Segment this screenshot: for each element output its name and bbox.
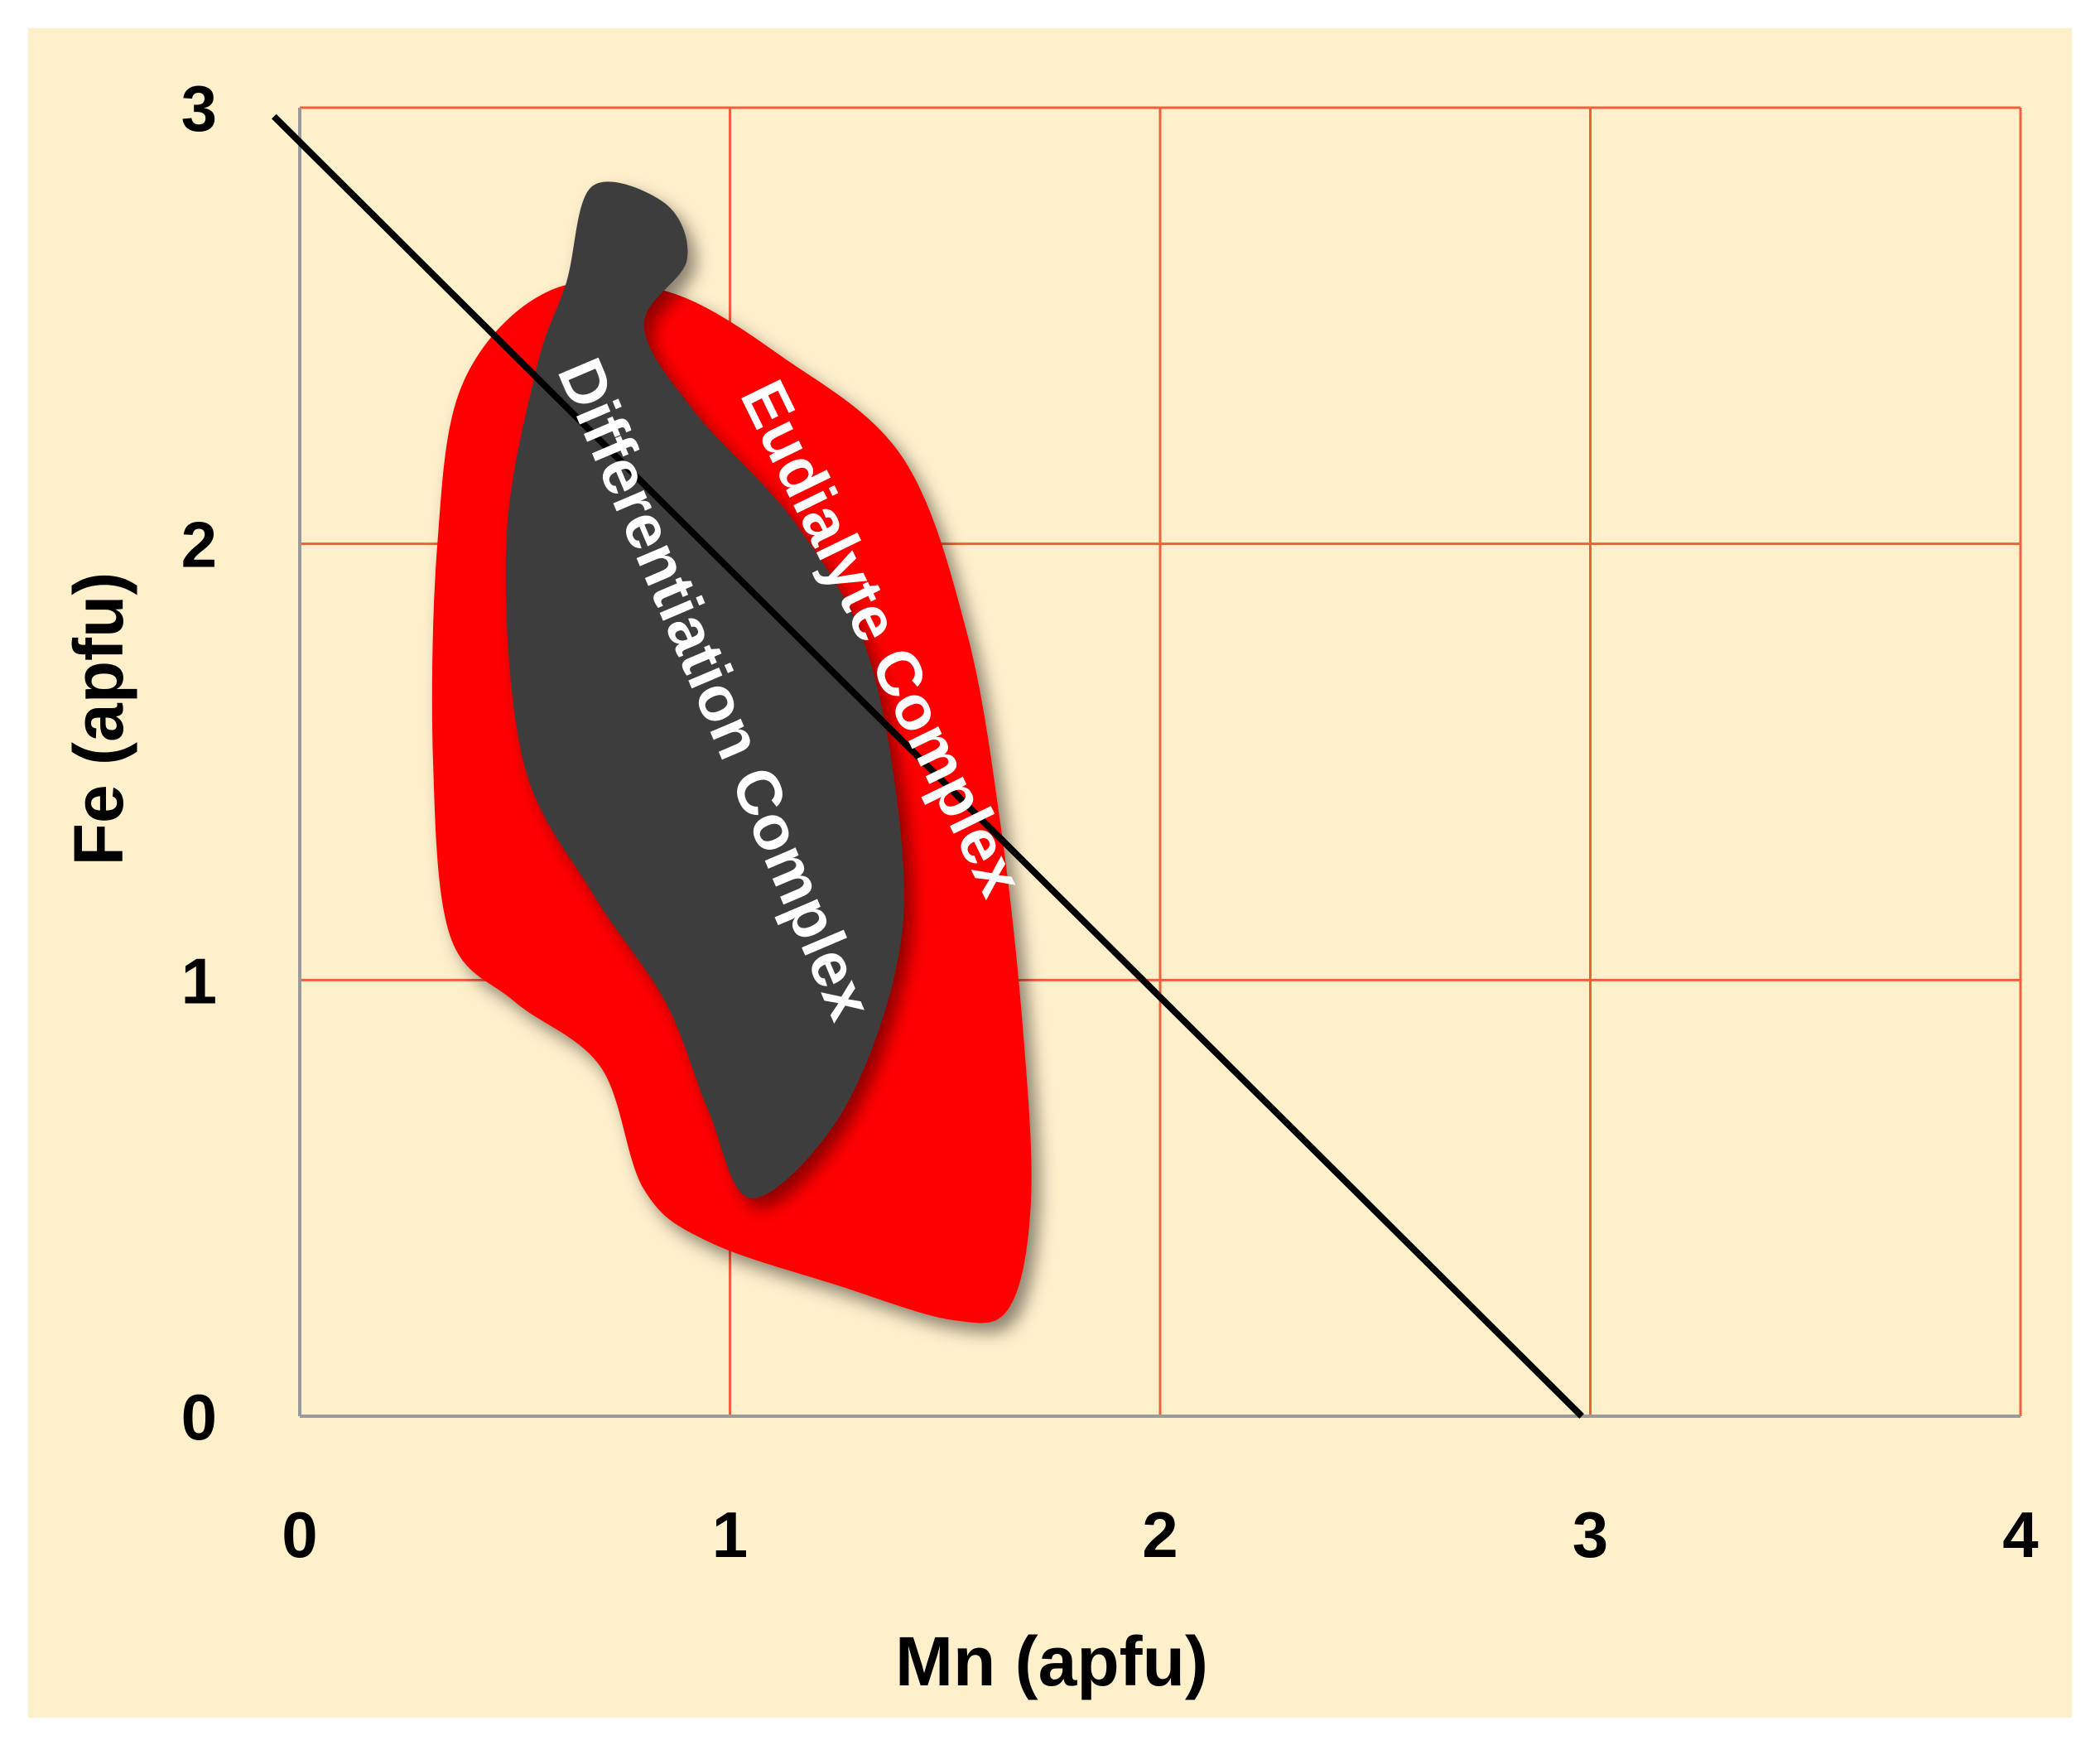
y-tick-label: 1 [181,944,217,1017]
reference-lines [272,113,1584,1419]
y-axis-title: Fe (apfu) [60,572,137,866]
x-tick-label: 4 [2002,1498,2038,1571]
y-tick-label: 2 [181,509,217,581]
x-axis-title: Mn (apfu) [895,1622,1208,1700]
reference-line [272,113,1584,1419]
y-tick-label: 3 [181,72,217,145]
x-tick-label: 3 [1573,1498,1608,1571]
x-tick-label: 0 [282,1498,317,1571]
regions [431,181,1032,1323]
tick-labels: 0 1 2 3 4 0 1 2 3 [181,72,2039,1571]
axes [298,108,2021,1418]
y-tick-label: 0 [181,1381,217,1453]
chart-background [28,28,2072,1718]
x-tick-label: 1 [712,1498,748,1571]
x-tick-label: 2 [1142,1498,1178,1571]
region-differentiation-complex [505,181,904,1198]
